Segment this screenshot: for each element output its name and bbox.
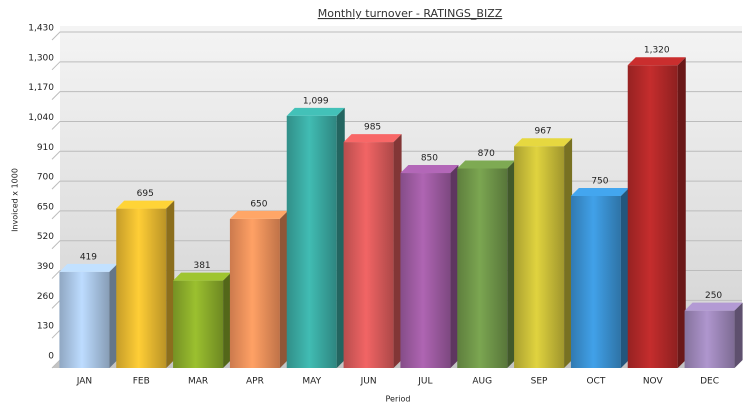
- bar: [627, 65, 678, 368]
- data-label: 250: [705, 291, 722, 301]
- y-tick-label: 0: [48, 352, 54, 362]
- data-label: 985: [364, 123, 381, 133]
- bar: [59, 271, 110, 368]
- y-tick-label: 520: [37, 232, 54, 242]
- bar: [570, 195, 621, 368]
- bar-top: [457, 160, 516, 169]
- bar-side: [166, 200, 175, 368]
- data-label: 1,320: [644, 46, 670, 56]
- x-tick-label: OCT: [586, 377, 605, 387]
- y-axis-title: Invoiced x 1000: [11, 168, 20, 232]
- chart-title: Monthly turnover - RATINGS_BIZZ: [318, 7, 503, 20]
- y-tick-label: 390: [37, 262, 54, 272]
- grid-line: [51, 31, 742, 41]
- y-tick-label: 1,040: [28, 113, 54, 123]
- data-label: 419: [80, 252, 97, 262]
- bar-top: [116, 200, 175, 209]
- bar-side: [507, 160, 516, 368]
- x-tick-label: JAN: [76, 377, 92, 387]
- bar-side: [450, 165, 459, 368]
- bar-side: [393, 134, 402, 368]
- bar-top: [286, 107, 345, 116]
- x-tick-label: AUG: [472, 377, 492, 387]
- bar-top: [229, 210, 288, 219]
- x-tick-label: NOV: [643, 377, 664, 387]
- data-label: 967: [534, 127, 551, 137]
- x-tick-label: DEC: [700, 377, 719, 387]
- bar-top: [570, 187, 629, 196]
- y-tick-label: 700: [37, 173, 54, 183]
- bar-top: [400, 165, 459, 174]
- grid-line: [51, 120, 742, 130]
- x-tick-label: JUN: [360, 377, 377, 387]
- bar: [229, 218, 280, 368]
- y-tick-label: 650: [37, 202, 54, 212]
- bar-side: [564, 138, 573, 368]
- bar-top: [684, 302, 743, 311]
- data-label: 850: [421, 154, 438, 164]
- bar: [286, 115, 337, 368]
- bar-top: [514, 138, 573, 147]
- x-tick-label: APR: [246, 377, 264, 387]
- x-tick-label: SEP: [531, 377, 548, 387]
- data-label: 695: [137, 189, 154, 199]
- y-tick-label: 1,170: [28, 83, 54, 93]
- bar-side: [223, 272, 232, 368]
- bar: [457, 168, 508, 368]
- bar: [684, 310, 735, 368]
- bar-top: [173, 272, 232, 281]
- data-label: 750: [591, 176, 608, 186]
- bar-top: [59, 263, 118, 272]
- bar: [116, 208, 167, 368]
- data-label: 1,099: [303, 96, 329, 106]
- bar-side: [109, 263, 118, 368]
- x-tick-label: MAY: [302, 377, 321, 387]
- y-tick-label: 130: [37, 322, 54, 332]
- grid-line: [51, 91, 742, 100]
- data-label: 870: [478, 149, 495, 159]
- y-tick-label: 260: [37, 292, 54, 302]
- bar: [343, 142, 394, 368]
- bar-top: [343, 134, 402, 143]
- bar-side: [279, 210, 288, 368]
- y-tick-label: 1,300: [28, 53, 54, 63]
- data-label: 381: [193, 261, 210, 271]
- y-tick-label: 1,430: [28, 24, 54, 34]
- x-tick-label: JUL: [417, 377, 432, 387]
- bar-side: [336, 107, 345, 368]
- bar-side: [734, 302, 743, 368]
- y-tick-label: 910: [37, 143, 54, 153]
- x-tick-label: MAR: [188, 377, 208, 387]
- bar: [514, 146, 565, 368]
- bar: [173, 280, 224, 368]
- x-axis-title: Period: [386, 395, 411, 404]
- data-label: 650: [250, 199, 267, 209]
- grid-line: [51, 61, 742, 71]
- bar: [400, 173, 451, 368]
- bar-top: [627, 57, 686, 66]
- bar-side: [620, 187, 629, 368]
- x-tick-label: FEB: [133, 377, 150, 387]
- bar-side: [677, 57, 686, 368]
